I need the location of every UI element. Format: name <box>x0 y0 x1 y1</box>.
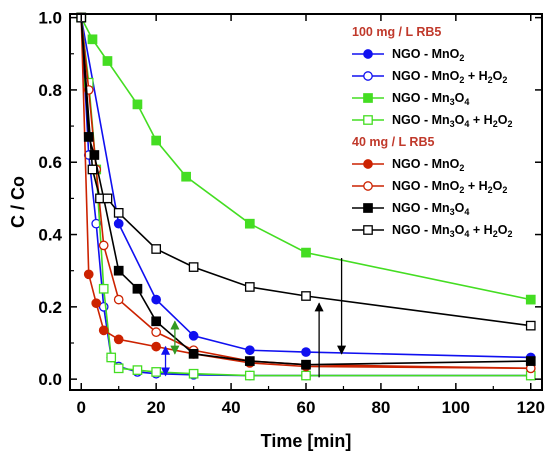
y-tick-label: 0.6 <box>38 153 62 172</box>
x-tick-label: 40 <box>222 398 241 417</box>
data-point <box>363 115 373 125</box>
data-point <box>244 356 255 366</box>
data-point <box>181 171 191 182</box>
data-point <box>89 150 100 160</box>
x-axis-title: Time [min] <box>261 431 352 451</box>
data-point <box>102 56 113 66</box>
data-point <box>113 294 124 305</box>
y-axis: 0.0 0.2 0.4 0.6 0.8 1.0 <box>38 9 542 389</box>
data-point <box>151 316 162 327</box>
x-tick-label: 0 <box>77 398 86 417</box>
data-point <box>188 262 199 272</box>
series-line <box>80 17 531 377</box>
data-point <box>113 363 124 374</box>
data-point <box>363 93 373 103</box>
series-line <box>80 17 531 327</box>
data-point <box>102 193 113 204</box>
legend-label: NGO - Mn3O4 + H2O2 <box>392 113 512 129</box>
data-point <box>151 244 162 254</box>
data-point <box>83 269 94 280</box>
series-7 <box>76 12 536 331</box>
legend-label: NGO - Mn3O4 <box>392 91 469 107</box>
y-axis-title: C / Co <box>8 176 28 228</box>
data-point <box>98 240 109 251</box>
y-tick-label: 0.2 <box>38 298 62 317</box>
series-0 <box>76 12 536 363</box>
data-point <box>113 207 124 218</box>
x-tick-label: 120 <box>517 398 545 417</box>
data-point <box>525 294 536 305</box>
data-point <box>363 49 373 59</box>
data-point <box>151 341 162 352</box>
data-point <box>363 71 373 81</box>
data-point <box>132 99 143 110</box>
x-tick-label: 80 <box>371 398 390 417</box>
data-point <box>301 359 311 370</box>
data-point <box>106 352 117 363</box>
x-tick-label: 20 <box>147 398 166 417</box>
legend-label: NGO - MnO2 <box>392 157 464 173</box>
x-axis: 0 20 40 60 80 100 120 <box>77 14 545 417</box>
data-point <box>244 345 255 356</box>
data-point <box>188 330 199 341</box>
data-point <box>151 135 162 146</box>
data-point <box>151 294 162 305</box>
data-point <box>83 132 94 142</box>
legend-label: NGO - Mn3O4 + H2O2 <box>392 223 512 239</box>
data-point <box>188 348 199 359</box>
x-tick-label: 100 <box>442 398 470 417</box>
y-tick-label: 0.4 <box>38 226 62 245</box>
data-point <box>91 298 102 309</box>
data-point <box>113 265 124 276</box>
data-point <box>363 159 373 169</box>
series-2 <box>76 12 536 305</box>
legend-group-title: 100 mg / L RB5 <box>352 25 441 39</box>
data-point <box>188 368 199 379</box>
legend-label: NGO - MnO2 + H2O2 <box>392 179 507 195</box>
series-6 <box>76 12 536 370</box>
data-point <box>301 247 311 258</box>
x-tick-label: 60 <box>297 398 316 417</box>
data-point <box>301 291 311 301</box>
data-point <box>132 283 143 294</box>
data-point <box>87 164 98 175</box>
legend-label: NGO - MnO2 <box>392 47 464 63</box>
data-point <box>525 320 536 331</box>
data-point <box>525 356 536 366</box>
annotation-layer <box>160 258 347 378</box>
series-line <box>80 17 531 370</box>
legend: 100 mg / L RB5 NGO - MnO2 NGO - MnO2 + H2O… <box>352 25 512 239</box>
data-point <box>301 370 311 381</box>
data-point <box>244 218 255 229</box>
legend-label: NGO - Mn3O4 <box>392 201 469 217</box>
data-point <box>244 282 255 292</box>
y-tick-label: 1.0 <box>38 9 62 28</box>
data-point <box>244 370 255 381</box>
y-tick-label: 0.0 <box>38 370 62 389</box>
legend-group-title: 40 mg / L RB5 <box>352 135 434 149</box>
legend-label: NGO - MnO2 + H2O2 <box>392 69 507 85</box>
data-point <box>151 367 162 377</box>
data-point <box>363 203 373 213</box>
data-point <box>98 325 109 336</box>
data-point <box>363 225 373 235</box>
data-point <box>113 334 124 345</box>
data-point <box>301 347 311 357</box>
data-point <box>113 218 124 229</box>
data-point <box>363 181 373 191</box>
data-point <box>87 34 98 45</box>
data-point <box>132 365 143 375</box>
y-tick-label: 0.8 <box>38 81 62 100</box>
data-point <box>151 327 162 338</box>
series-line <box>80 17 531 377</box>
data-point <box>98 283 109 294</box>
